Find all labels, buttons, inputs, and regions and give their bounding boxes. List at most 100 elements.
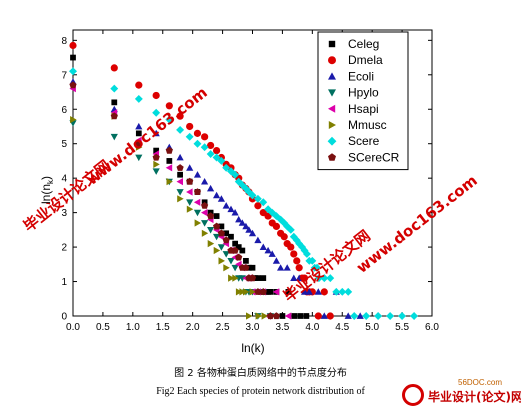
y-tick-label: 1: [61, 277, 67, 288]
point-ecoli: [222, 202, 230, 209]
series-mmusc: [70, 112, 269, 320]
legend-label-mmusc: Mmusc: [348, 118, 387, 132]
point-dmela: [326, 312, 334, 320]
point-scerecr: [231, 246, 239, 254]
point-scere: [362, 312, 371, 320]
x-tick-label: 3.5: [275, 322, 289, 333]
point-ecoli: [245, 226, 253, 233]
point-scere: [268, 208, 277, 217]
x-tick-label: 1.5: [156, 322, 170, 333]
point-hpylo: [152, 168, 160, 175]
series-scerecr: [69, 81, 280, 320]
legend-marker-scerecr: [328, 153, 336, 161]
point-ecoli: [207, 184, 215, 192]
point-scerecr: [272, 312, 280, 320]
point-scere: [326, 274, 335, 283]
point-mmusc: [249, 288, 257, 296]
point-celeg: [291, 313, 298, 319]
point-hpylo: [176, 189, 184, 196]
point-hsapi: [272, 288, 280, 296]
point-dmela: [272, 222, 281, 231]
point-hsapi: [201, 209, 208, 217]
point-dmela: [186, 122, 194, 131]
point-ecoli: [283, 264, 291, 271]
x-tick-label: 5.5: [395, 322, 409, 333]
legend-marker-celeg: [328, 40, 336, 48]
point-hsapi: [176, 178, 183, 186]
point-dmela: [320, 288, 328, 296]
point-celeg: [285, 288, 292, 295]
point-mmusc: [223, 264, 230, 272]
point-celeg: [213, 213, 220, 219]
point-dmela: [264, 212, 272, 220]
point-dmela: [176, 112, 184, 120]
y-tick-label: 0: [61, 312, 67, 323]
point-dmela: [293, 257, 301, 265]
y-axis-title-main: ln(n: [39, 184, 53, 204]
point-celeg: [267, 288, 274, 295]
point-ecoli: [176, 153, 184, 161]
point-mmusc: [235, 288, 243, 296]
point-celeg: [243, 257, 249, 264]
point-dmela: [135, 81, 143, 89]
point-scere: [134, 95, 143, 103]
point-scere: [152, 108, 161, 117]
point-celeg: [303, 313, 310, 319]
point-scere: [222, 163, 231, 172]
point-scere: [398, 312, 406, 320]
legend-box: [317, 31, 409, 171]
point-hpylo: [135, 154, 143, 162]
point-ecoli: [135, 122, 143, 130]
y-tick-label: 6: [61, 105, 67, 116]
point-scere: [242, 184, 250, 193]
point-mmusc: [261, 312, 269, 320]
legend-label-hpylo: Hpylo: [348, 86, 379, 100]
point-scere: [350, 312, 359, 320]
point-celeg: [223, 230, 230, 237]
svg-text:ln(nk): ln(nk): [39, 176, 55, 204]
legend-marker-hsapi: [328, 104, 336, 113]
point-celeg: [239, 247, 246, 254]
point-scerecr: [259, 288, 267, 295]
legend-label-ecoli: Ecoli: [348, 69, 374, 83]
point-celeg: [153, 147, 160, 154]
x-tick-label: 3.0: [246, 322, 260, 333]
point-celeg: [111, 99, 118, 106]
point-hsapi: [284, 312, 292, 320]
legend-label-celeg: Celeg: [348, 37, 379, 51]
point-mmusc: [218, 257, 225, 265]
point-mmusc: [207, 240, 215, 248]
point-mmusc: [166, 178, 173, 186]
point-scere: [231, 170, 240, 179]
point-ecoli: [272, 257, 280, 264]
legend-label-scere: Scere: [348, 134, 380, 148]
point-ecoli: [227, 205, 235, 213]
point-scere: [374, 312, 383, 320]
point-scerecr: [165, 146, 173, 154]
point-hpylo: [201, 220, 209, 227]
point-celeg: [232, 240, 239, 247]
site-logo-domain: 56DOC.com: [458, 378, 503, 387]
point-celeg: [218, 223, 225, 230]
point-hsapi: [193, 198, 201, 206]
point-scere: [110, 84, 119, 93]
point-ecoli: [295, 274, 303, 281]
point-ecoli: [277, 264, 285, 271]
point-scere: [313, 263, 322, 272]
legend: Celeg Dmela Ecoli Hpylo Hsapi Mmusc Scere SCere…: [317, 31, 409, 171]
point-scere: [253, 194, 262, 203]
point-dmela: [280, 233, 288, 241]
point-scerecr: [222, 236, 230, 244]
y-axis-title: ln(nk): [39, 176, 55, 204]
point-celeg: [279, 313, 286, 319]
point-dmela: [165, 102, 173, 110]
point-dmela: [290, 250, 298, 258]
point-scere: [332, 287, 341, 296]
point-scere: [176, 126, 185, 134]
point-dmela: [314, 312, 322, 320]
point-mmusc: [243, 288, 250, 296]
point-scere: [338, 287, 347, 296]
point-ecoli: [356, 312, 364, 319]
point-scere: [200, 143, 209, 152]
watermark-text: www.doc163.com: [353, 171, 481, 276]
